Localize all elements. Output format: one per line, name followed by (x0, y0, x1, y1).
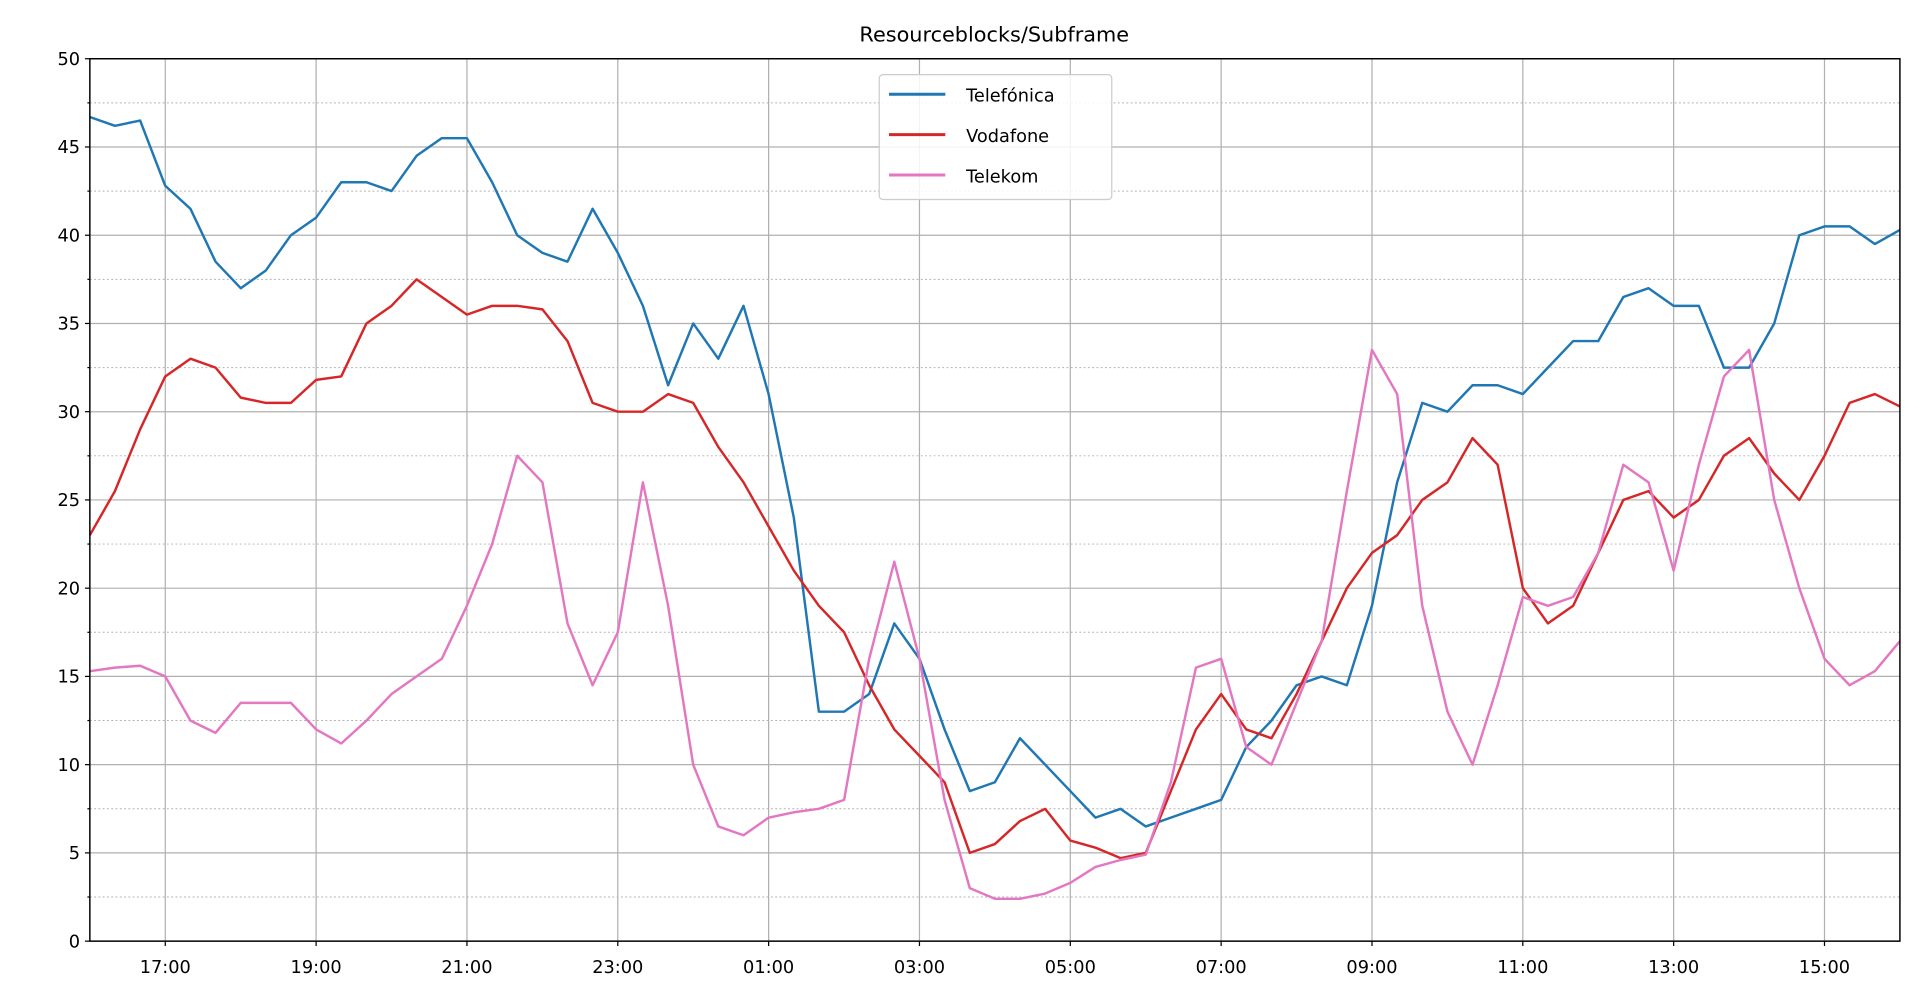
x-tick-label: 05:00 (1045, 958, 1096, 978)
x-axis: 17:00 19:00 21:00 23:00 01:00 03:00 05:00 07:00… (140, 941, 1850, 978)
y-tick-label: 20 (57, 579, 80, 599)
y-tick-label: 35 (57, 315, 80, 335)
x-tick-label: 17:00 (140, 958, 191, 978)
y-tick-label: 5 (69, 844, 80, 864)
series-line-vodafone (88, 278, 1901, 860)
y-tick-label: 0 (69, 932, 80, 952)
y-axis: 0 5 10 15 20 25 30 35 40 45 50 (57, 50, 90, 952)
x-tick-label: 21:00 (441, 958, 492, 978)
y-tick-label: 45 (57, 138, 80, 158)
y-tick-label: 15 (57, 668, 80, 688)
series-lines (88, 115, 1901, 901)
series-line-telekom (89, 348, 1901, 901)
legend: Telefónica Vodafone Telekom (878, 74, 1113, 201)
legend-box (878, 74, 1113, 201)
legend-label: Vodafone (966, 127, 1049, 147)
x-tick-label: 15:00 (1799, 958, 1850, 978)
x-tick-label: 01:00 (743, 958, 794, 978)
legend-label: Telefónica (965, 87, 1054, 107)
y-tick-label: 40 (57, 226, 80, 246)
x-tick-label: 11:00 (1497, 958, 1548, 978)
x-tick-label: 13:00 (1648, 958, 1699, 978)
x-tick-label: 09:00 (1346, 958, 1397, 978)
y-tick-label: 10 (57, 756, 80, 776)
x-tick-label: 23:00 (592, 958, 643, 978)
y-tick-label: 25 (57, 491, 80, 511)
legend-label: Telekom (965, 167, 1038, 187)
x-tick-label: 19:00 (291, 958, 342, 978)
y-tick-label: 50 (57, 50, 80, 70)
y-tick-label: 30 (57, 403, 80, 423)
chart-title: Resourceblocks/Subframe (859, 23, 1129, 47)
x-tick-label: 07:00 (1196, 958, 1247, 978)
x-tick-label: 03:00 (894, 958, 945, 978)
series-line-telefnica (89, 115, 1901, 828)
